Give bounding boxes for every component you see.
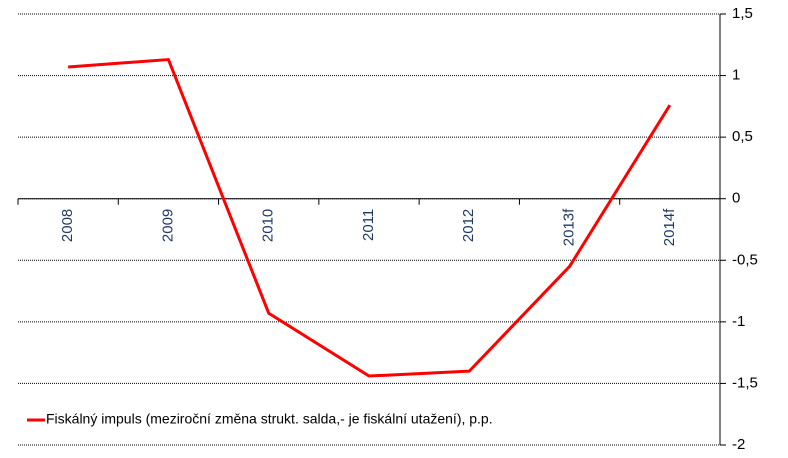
y-tick-label: 0,5	[732, 128, 753, 145]
x-tick-label: 2008	[59, 209, 76, 242]
y-tick-label: -1	[732, 313, 745, 330]
x-tick-label: 2011	[360, 209, 377, 241]
x-tick-label: 2010	[260, 209, 277, 242]
x-tick-label: 2009	[159, 209, 176, 242]
y-tick-label: 1	[732, 67, 740, 84]
y-tick-label: -2	[732, 436, 745, 453]
x-tick-label: 2014f	[661, 208, 678, 246]
y-tick-label: -1,5	[732, 374, 758, 391]
legend-label: Fiskálný impuls (meziroční změna strukt.…	[46, 411, 493, 427]
y-tick-label: 1,5	[732, 5, 753, 22]
x-tick-label: 2012	[460, 209, 477, 242]
y-tick-label: -0,5	[732, 251, 758, 268]
data-line	[68, 58, 672, 378]
y-tick-label: 0	[732, 190, 740, 207]
x-tick-label: 2013f	[561, 208, 578, 246]
